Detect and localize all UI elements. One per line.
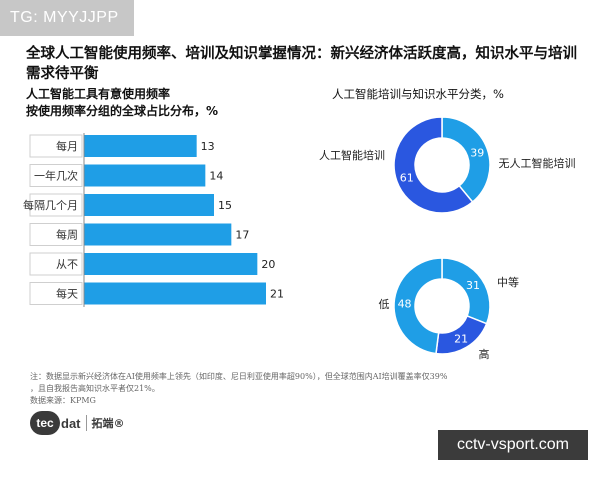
slice-category-label: 中等 xyxy=(497,275,519,289)
footnote-line-1: 注：数据显示新兴经济体在AI使用频率上领先（如印度、尼日利亚使用率超90%），但… xyxy=(30,372,448,381)
slice-category-label: 人工智能培训 xyxy=(319,148,385,162)
bar xyxy=(84,223,232,246)
category-label: 一年几次 xyxy=(34,169,78,183)
slice-category-label: 低 xyxy=(379,298,390,311)
bar xyxy=(84,194,214,216)
bar-value-label: 17 xyxy=(235,229,249,242)
bar-chart-title: 人工智能工具有意使用频率 xyxy=(26,87,171,101)
slice-value-label: 48 xyxy=(398,298,412,311)
donut-slice xyxy=(441,116,491,204)
bar-value-label: 13 xyxy=(201,140,215,153)
slice-value-label: 21 xyxy=(454,332,468,345)
logo-mark: tec xyxy=(30,411,60,435)
bar xyxy=(84,282,266,305)
source-note: 数据来源：KPMG xyxy=(30,396,96,405)
slice-category-label: 高 xyxy=(479,347,490,361)
category-label-box xyxy=(29,164,83,187)
category-label-box xyxy=(29,223,83,246)
logo-text: dat xyxy=(61,415,81,431)
category-label-box xyxy=(29,282,83,305)
donut-chart-title: 人工智能培训与知识水平分类，% xyxy=(332,87,504,101)
slice-value-label: 39 xyxy=(470,146,484,159)
category-label: 每周 xyxy=(56,228,78,242)
slice-value-label: 61 xyxy=(400,172,414,185)
bar-value-label: 14 xyxy=(209,170,223,183)
category-label-box xyxy=(29,193,83,217)
category-label: 每月 xyxy=(56,139,78,153)
bar-chart-subtitle: 按使用频率分组的全球占比分布，% xyxy=(26,104,219,118)
category-label: 每天 xyxy=(56,287,78,301)
brand-logo: tec dat 拓端® xyxy=(30,410,125,436)
bar-value-label: 21 xyxy=(270,288,284,301)
bar-value-label: 20 xyxy=(261,258,275,271)
logo-cn-text: 拓端® xyxy=(91,417,125,430)
page-title: 全球人工智能使用频率、培训及知识掌握情况：新兴经济体活跃度高，知识水平与培训需求… xyxy=(26,46,577,82)
slice-value-label: 31 xyxy=(466,279,480,292)
logo-divider xyxy=(85,415,87,431)
category-label-box xyxy=(29,134,83,158)
slice-category-label: 无人工智能培训 xyxy=(499,156,576,170)
donut-slice xyxy=(393,257,443,355)
donut-slice xyxy=(393,116,474,214)
bar xyxy=(84,135,197,157)
watermark-bottom: cctv-vsport.com xyxy=(438,430,588,460)
watermark-top: TG: MYYJJPP xyxy=(0,0,134,36)
bar-value-label: 15 xyxy=(218,199,232,212)
bar-chart-heading: 人工智能工具有意使用频率 按使用频率分组的全球占比分布，% xyxy=(26,86,286,120)
footnote: 注：数据显示新兴经济体在AI使用频率上领先（如印度、尼日利亚使用率超90%），但… xyxy=(30,371,520,407)
bar xyxy=(84,253,258,275)
category-label: 从不 xyxy=(56,258,78,271)
bar xyxy=(84,164,206,187)
category-label: 每隔几个月 xyxy=(23,198,78,212)
category-label-box xyxy=(29,252,83,276)
footnote-line-2: ，且自我报告高知识水平者仅21%。 xyxy=(30,384,160,393)
